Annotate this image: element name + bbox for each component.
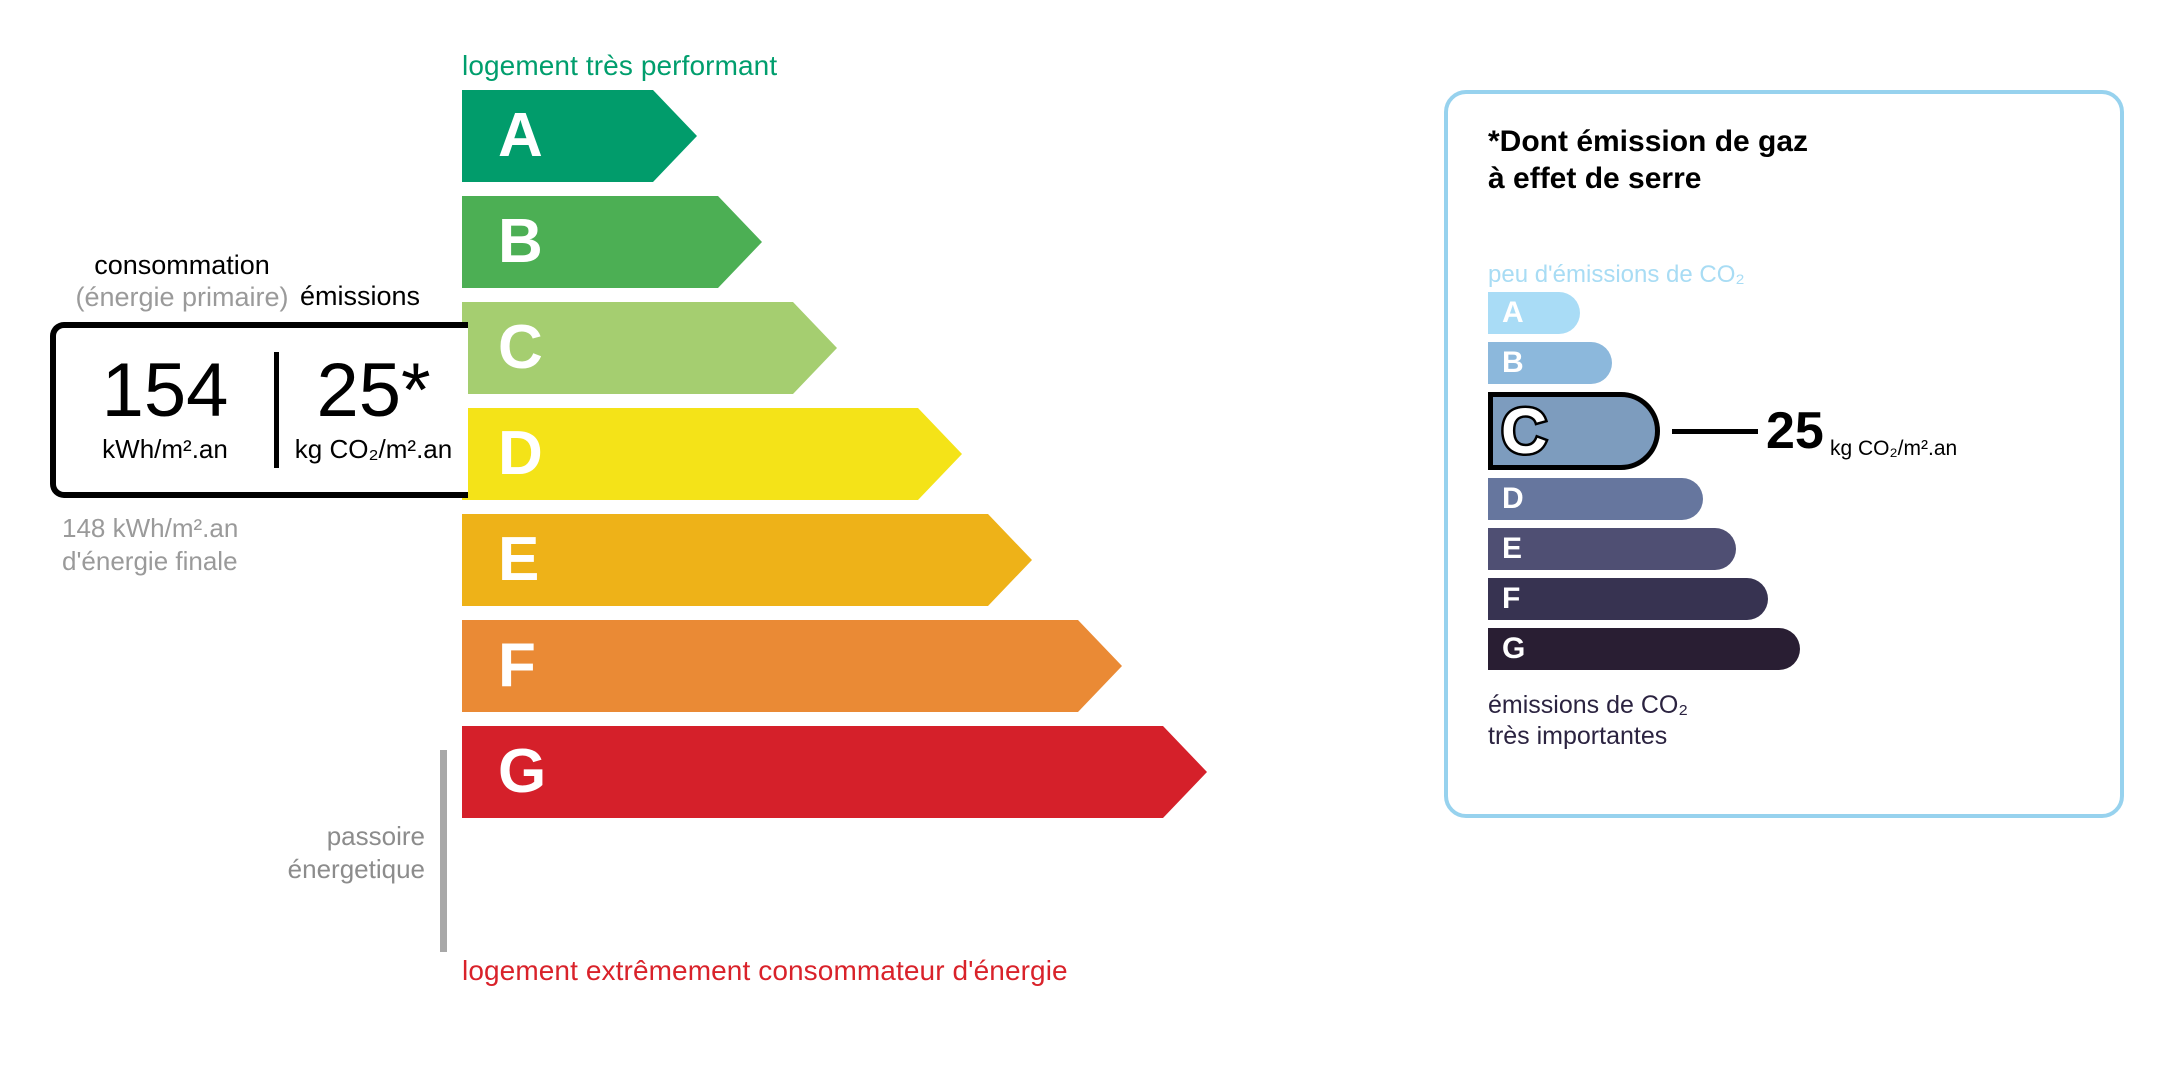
co2-bar-letter-A: A bbox=[1502, 296, 1524, 329]
value-box-divider bbox=[274, 352, 279, 468]
energy-band-letter-A: A bbox=[498, 101, 543, 170]
passoire-line2: énergetique bbox=[287, 853, 425, 884]
energy-band-letter-F: F bbox=[498, 631, 536, 700]
co2-title-line2: à effet de serre bbox=[1488, 161, 1702, 195]
emissions-value: 25* bbox=[316, 348, 431, 434]
passoire-marker-bar bbox=[440, 750, 447, 952]
co2-bar-letter-D: D bbox=[1502, 482, 1524, 515]
energy-band-letter-G: G bbox=[498, 737, 547, 806]
co2-bar-A: A bbox=[1488, 292, 1580, 334]
co2-bar-letter-B: B bbox=[1502, 346, 1524, 379]
co2-bar-E: E bbox=[1488, 528, 1736, 570]
emissions-unit: kg CO₂/m².an bbox=[294, 433, 453, 464]
energy-band-letter-D: D bbox=[498, 419, 543, 488]
co2-connector-line bbox=[1672, 429, 1758, 434]
co2-bottom-line1: émissions de CO₂ bbox=[1488, 691, 1689, 719]
emissions-value-cell: 25* kg CO₂/m².an bbox=[279, 328, 468, 492]
consumption-label-main: consommation bbox=[94, 250, 270, 280]
co2-top-caption: peu d'émissions de CO₂ bbox=[1488, 261, 1745, 288]
passoire-label: passoire énergetique bbox=[240, 820, 425, 885]
energy-band-C: C bbox=[462, 302, 837, 394]
co2-bar-letter-E: E bbox=[1502, 532, 1523, 565]
energy-band-letter-E: E bbox=[498, 525, 540, 594]
co2-row-E: E bbox=[1488, 528, 1736, 570]
emissions-label: émissions bbox=[300, 281, 421, 311]
energy-band-A: A bbox=[462, 90, 697, 182]
co2-bar-letter-F: F bbox=[1502, 582, 1521, 615]
co2-row-C: C bbox=[1488, 392, 1660, 470]
energy-band-G: G bbox=[462, 726, 1207, 818]
ladder-bottom-caption: logement extrêmement consommateur d'éner… bbox=[462, 955, 1068, 986]
final-energy-line2: d'énergie finale bbox=[62, 545, 238, 576]
co2-bar-C: C bbox=[1488, 392, 1660, 470]
energy-band-shape-F bbox=[462, 620, 1122, 712]
consumption-unit: kWh/m².an bbox=[102, 433, 228, 464]
energy-band-B: B bbox=[462, 196, 762, 288]
co2-emissions-panel: *Dont émission de gaz à effet de serre p… bbox=[1444, 90, 2124, 818]
co2-value: 25 bbox=[1766, 402, 1824, 460]
energy-band-shape-B bbox=[462, 196, 762, 288]
energy-band-shape-D bbox=[462, 408, 962, 500]
co2-bar-letter-G: G bbox=[1502, 632, 1526, 665]
passoire-line1: passoire bbox=[326, 821, 425, 851]
consumption-label-sub: (énergie primaire) bbox=[75, 281, 289, 312]
final-energy-note: 148 kWh/m².an d'énergie finale bbox=[62, 512, 238, 577]
energy-band-F: F bbox=[462, 620, 1122, 712]
co2-panel-title: *Dont émission de gaz à effet de serre bbox=[1488, 124, 1808, 197]
co2-bar-F: F bbox=[1488, 578, 1768, 620]
co2-bar-letter-C: C bbox=[1498, 395, 1549, 467]
energy-band-letter-B: B bbox=[498, 207, 543, 276]
value-box: 154 kWh/m².an 25* kg CO₂/m².an bbox=[50, 322, 468, 498]
energy-band-E: E bbox=[462, 514, 1032, 606]
energy-band-letter-C: C bbox=[498, 313, 543, 382]
co2-bar-B: B bbox=[1488, 342, 1612, 384]
co2-value-unit: kg CO₂/m².an bbox=[1830, 437, 1958, 460]
co2-row-B: B bbox=[1488, 342, 1612, 384]
energy-band-shape-G bbox=[462, 726, 1207, 818]
energy-band-shape-A bbox=[462, 90, 697, 182]
consumption-value-cell: 154 kWh/m².an bbox=[56, 328, 274, 492]
consumption-label: consommation (énergie primaire) bbox=[62, 250, 302, 314]
co2-bar-D: D bbox=[1488, 478, 1703, 520]
co2-row-A: A bbox=[1488, 292, 1580, 334]
consumption-value: 154 bbox=[101, 348, 229, 434]
co2-bar-G: G bbox=[1488, 628, 1800, 670]
co2-bottom-caption: émissions de CO₂ très importantes bbox=[1488, 690, 1688, 752]
co2-row-F: F bbox=[1488, 578, 1768, 620]
co2-title-line1: *Dont émission de gaz bbox=[1488, 125, 1809, 158]
co2-row-D: D bbox=[1488, 478, 1703, 520]
energy-band-shape-E bbox=[462, 514, 1032, 606]
final-energy-line1: 148 kWh/m².an bbox=[62, 513, 239, 543]
co2-bottom-line2: très importantes bbox=[1488, 722, 1668, 750]
energy-band-D: D bbox=[462, 408, 962, 500]
energy-band-shape-C bbox=[462, 302, 837, 394]
co2-row-G: G bbox=[1488, 628, 1800, 670]
ladder-top-caption: logement très performant bbox=[462, 50, 778, 81]
